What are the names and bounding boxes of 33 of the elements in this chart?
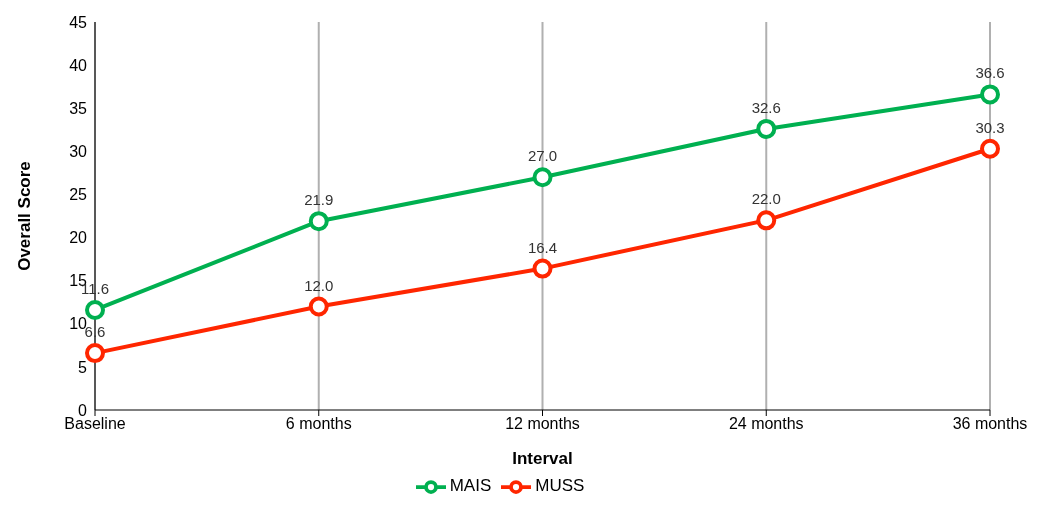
- y-tick-label: 25: [69, 186, 88, 204]
- x-tick-label: 6 months: [285, 415, 352, 433]
- point: [756, 118, 777, 139]
- y-tick-label: 35: [69, 99, 88, 117]
- point: [532, 167, 553, 188]
- y-tick-label: 30: [69, 143, 88, 161]
- point: [980, 84, 1000, 105]
- data-label: 32.6: [751, 98, 781, 116]
- point: [308, 296, 329, 317]
- y-tick-label: 20: [69, 229, 88, 247]
- legend-label: MAIS: [449, 476, 492, 496]
- data-label: 21.9: [304, 191, 334, 209]
- x-tick-label: 24 months: [728, 415, 804, 433]
- point: [308, 211, 329, 232]
- x-tick-label: 36 months: [952, 415, 1028, 433]
- y-tick-label: 40: [69, 56, 88, 74]
- data-label: 22.0: [751, 190, 781, 208]
- y-tick-label: 45: [69, 13, 88, 31]
- point: [85, 343, 105, 364]
- data-label: 30.3: [975, 118, 1005, 136]
- point: [980, 138, 1000, 159]
- point: [85, 299, 105, 320]
- y-tick-label: 5: [78, 358, 88, 376]
- data-label: 36.6: [975, 64, 1005, 82]
- point: [756, 210, 777, 231]
- x-tick-label: 12 months: [505, 415, 580, 433]
- x-axis-title: Interval: [512, 449, 573, 468]
- legend-label: MUSS: [535, 476, 585, 496]
- data-label: 27.0: [527, 147, 558, 165]
- data-label: 12.0: [304, 276, 334, 294]
- data-label: 16.4: [527, 238, 558, 256]
- point: [532, 258, 553, 279]
- y-axis-title: Overall Score: [15, 161, 35, 271]
